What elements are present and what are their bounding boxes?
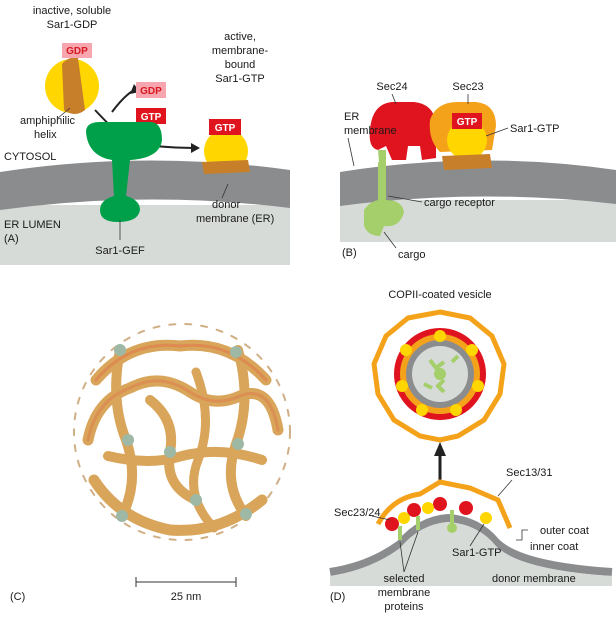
sec23-24-label: Sec23/24 [334,507,380,519]
gtp-in-badge [136,108,166,124]
cargo [364,199,404,236]
sar1-gtp-b-label: Sar1-GTP [510,123,560,135]
gtp-badge-b-text: GTP [457,117,478,128]
sec24-pointer [391,93,397,105]
sar1-d-2 [398,512,410,524]
sar1-gtp-b [447,120,487,160]
gdp-out-badge [136,82,166,98]
donor-label-2: membrane (ER) [196,213,274,225]
donor-pointer [221,183,229,199]
panel-b: GTP Sec24 Sec23 Sar1-GTP ER membrane car… [340,81,616,261]
er-b-pointer [347,137,355,167]
outer-coat-d [375,479,513,529]
sec23-24-1 [385,517,399,531]
panel-a-label: (A) [4,233,19,245]
sar1-d-3 [422,502,434,514]
donor-membrane-d-label: donor membrane [492,573,576,585]
receptor-pointer [387,195,423,203]
panel-c: 25 nm (C) [10,323,291,603]
copii-cage [73,323,291,541]
coat-bracket [516,529,528,541]
cargo-blob-d [447,523,457,533]
cargo-label: cargo [398,249,426,261]
amphiphilic-label-2: helix [34,129,57,141]
sec23-pointer-d [371,515,391,521]
budding-arrowhead [434,442,446,456]
active-label-2: membrane- [212,45,269,57]
sec23-label: Sec23 [452,81,483,93]
scale-label: 25 nm [171,591,202,603]
gtp-badge-text: GTP [215,123,236,134]
copii-vesicle [371,309,507,443]
inserted-helix [202,160,250,174]
panel-b-label: (B) [342,247,357,259]
sec13-pointer [497,479,513,497]
er-lumen-area [0,205,290,265]
cargo-pointer [383,231,397,249]
sec13-31-label: Sec13/31 [506,467,552,479]
panel-d-label: (D) [330,591,345,603]
active-label-1: active, [224,31,256,43]
sec24-label: Sec24 [376,81,407,93]
sar1-gtp-d-label: Sar1-GTP [452,547,502,559]
vesicle-title: COPII-coated vesicle [388,289,491,301]
arrowhead-active [191,143,200,153]
amphiphilic-label-1: amphiphilic [20,115,76,127]
selected-label-2: membrane [378,587,431,599]
sec23-24-2 [407,503,421,517]
sec23-24-4 [459,501,473,515]
er-lumen-label: ER LUMEN [4,219,61,231]
gdp-badge [62,43,92,58]
panel-a: GDP inactive, soluble Sar1-GDP amphiphil… [0,5,290,265]
selected-label-3: proteins [384,601,424,613]
sar1-d-1 [480,512,492,524]
er-membrane-b [340,160,616,206]
sar1-d-pointer [469,523,485,547]
inner-coat-label: inner coat [530,541,578,553]
active-label-4: Sar1-GTP [215,73,265,85]
selected-label-1: selected [384,573,425,585]
amphiphilic-helix [62,57,85,114]
gtp-badge [209,119,241,135]
gdp-out-text: GDP [140,86,162,97]
cargo-receptor [378,160,386,204]
sar1-b-pointer [485,127,509,137]
amphiphilic-pointer [57,107,71,119]
inactive-label-2: Sar1-GDP [47,19,98,31]
panel-d: COPII-coated vesicle [329,289,613,613]
sar1-gef [86,122,162,222]
active-label-3: bound [225,59,256,71]
sec24 [369,102,436,160]
sar1-helix-b [442,154,492,170]
cargo-receptor-label: cargo receptor [424,197,495,209]
donor-label-1: donor [212,199,240,211]
cargo-proteins-d [398,510,454,540]
gef-label: Sar1-GEF [95,245,145,257]
panel-c-label: (C) [10,591,25,603]
er-membrane-label-1: ER [344,111,359,123]
selected-pointer-1 [399,541,405,573]
cytosol-label: CYTOSOL [4,151,56,163]
er-membrane-label-2: membrane [344,125,397,137]
sec23-24-3 [433,497,447,511]
gtp-in-text: GTP [141,112,162,123]
outer-coat-label: outer coat [540,525,589,537]
gtp-badge-b [452,113,482,129]
selected-pointer-2 [403,531,419,573]
donor-lumen-d [330,522,612,586]
inactive-label-1: inactive, soluble [33,5,111,17]
gdp-badge-text: GDP [66,46,88,57]
